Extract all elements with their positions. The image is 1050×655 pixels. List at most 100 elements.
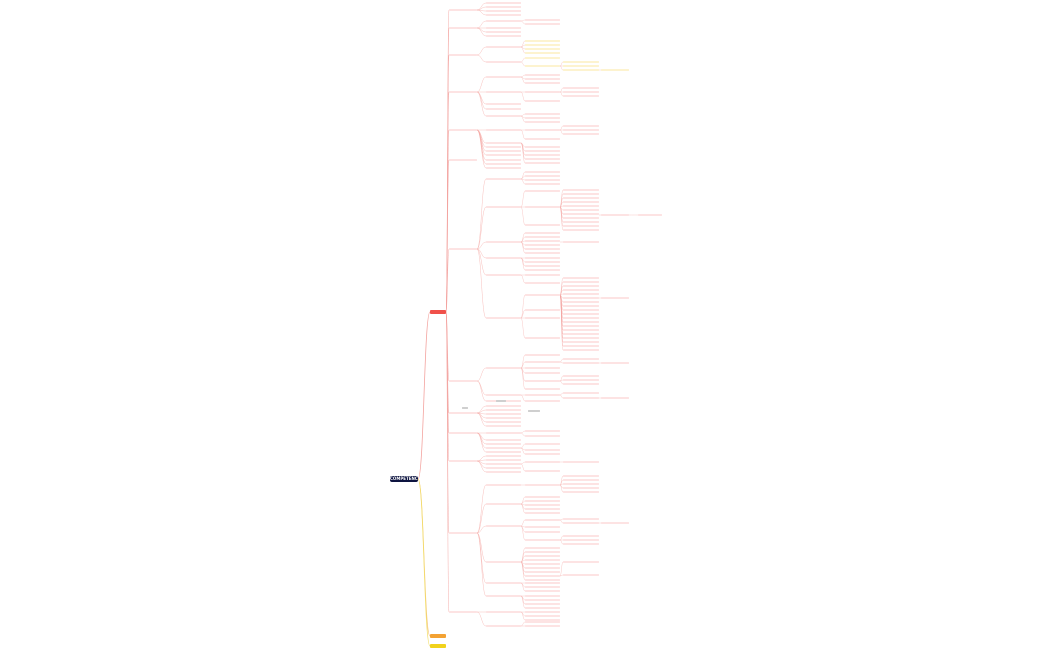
detail-node[interactable] [525, 387, 560, 391]
detail-node[interactable] [525, 503, 560, 507]
detail-node[interactable] [525, 360, 560, 364]
subdetail-node[interactable] [563, 320, 599, 324]
detail-node[interactable] [525, 578, 560, 582]
leaf-node[interactable] [601, 213, 629, 217]
detail-node[interactable] [525, 256, 560, 260]
subdetail-node[interactable] [563, 324, 599, 328]
detail-node[interactable] [525, 495, 560, 499]
subtopic-node[interactable] [486, 256, 521, 260]
subdetail-node[interactable] [563, 212, 599, 216]
subdetail-node[interactable] [563, 361, 599, 365]
subtopic-node[interactable] [486, 412, 521, 416]
subdetail-node[interactable] [563, 344, 599, 348]
detail-node[interactable] [525, 434, 560, 438]
subtopic-node[interactable] [486, 438, 521, 442]
subtopic-node[interactable] [486, 128, 521, 132]
detail-node[interactable] [525, 624, 560, 628]
detail-node[interactable] [525, 157, 560, 161]
subdetail-node[interactable] [563, 304, 599, 308]
detail-node[interactable] [525, 116, 560, 120]
detail-node[interactable] [525, 77, 560, 81]
subdetail-node[interactable] [563, 396, 599, 400]
subtopic-node[interactable] [486, 141, 521, 145]
detail-node[interactable] [525, 223, 560, 227]
subtopic-node[interactable] [486, 424, 521, 428]
subtopic-node[interactable] [486, 149, 521, 153]
detail-node[interactable] [525, 399, 560, 403]
subtopic-node[interactable] [486, 502, 521, 506]
detail-node[interactable] [525, 507, 560, 511]
branch-node-yellow[interactable] [430, 644, 446, 648]
detail-node[interactable] [525, 610, 560, 614]
detail-node[interactable] [525, 189, 560, 193]
detail-node[interactable] [525, 570, 560, 574]
subdetail-node[interactable] [563, 490, 599, 494]
subtopic-node[interactable] [486, 45, 521, 49]
subdetail-node[interactable] [563, 374, 599, 378]
subtopic-node[interactable] [486, 5, 521, 9]
branch-node-orange[interactable] [430, 634, 446, 638]
detail-node[interactable] [525, 268, 560, 272]
subdetail-node[interactable] [563, 538, 599, 542]
detail-node[interactable] [525, 153, 560, 157]
subdetail-node[interactable] [563, 382, 599, 386]
detail-node[interactable] [525, 589, 560, 593]
detail-node[interactable] [525, 525, 560, 529]
detail-node[interactable] [525, 182, 560, 186]
subdetail-node[interactable] [563, 240, 599, 244]
note-node[interactable] [528, 410, 540, 413]
topic-node[interactable] [449, 90, 477, 94]
detail-node[interactable] [525, 99, 560, 103]
detail-node[interactable] [525, 594, 560, 598]
subtopic-node[interactable] [486, 483, 521, 487]
subdetail-node[interactable] [563, 517, 599, 521]
subtopic-node[interactable] [486, 13, 521, 17]
topic-node[interactable] [449, 610, 477, 614]
subdetail-node[interactable] [563, 478, 599, 482]
subtopic-node[interactable] [486, 153, 521, 157]
detail-node[interactable] [525, 260, 560, 264]
subdetail-node[interactable] [563, 68, 599, 72]
subtopic-node[interactable] [486, 408, 521, 412]
subdetail-node[interactable] [563, 460, 599, 464]
subdetail-node[interactable] [563, 328, 599, 332]
leaf-node[interactable] [601, 296, 629, 300]
subtopic-node[interactable] [486, 442, 521, 446]
detail-node[interactable] [525, 442, 560, 446]
subtopic-node[interactable] [486, 416, 521, 420]
detail-node[interactable] [525, 205, 560, 209]
detail-node[interactable] [525, 281, 560, 285]
subtopic-node[interactable] [486, 205, 521, 209]
detail-node[interactable] [525, 64, 560, 68]
subdetail-node[interactable] [563, 60, 599, 64]
leaf-node[interactable] [601, 521, 629, 525]
topic-node[interactable] [449, 379, 477, 383]
topic-node[interactable] [449, 247, 477, 251]
detail-node[interactable] [525, 554, 560, 558]
detail-node[interactable] [525, 251, 560, 255]
leaf-node[interactable] [601, 68, 629, 72]
detail-node[interactable] [525, 371, 560, 375]
detail-node[interactable] [525, 90, 560, 94]
subdetail-node[interactable] [563, 216, 599, 220]
detail-node[interactable] [525, 128, 560, 132]
detail-node[interactable] [525, 243, 560, 247]
detail-node[interactable] [525, 56, 560, 60]
subdetail-node[interactable] [563, 300, 599, 304]
detail-node[interactable] [525, 293, 560, 297]
detail-node[interactable] [525, 574, 560, 578]
subdetail-node[interactable] [563, 90, 599, 94]
subtopic-node[interactable] [486, 431, 521, 435]
detail-node[interactable] [525, 393, 560, 397]
subtopic-node[interactable] [486, 75, 521, 79]
detail-node[interactable] [525, 51, 560, 55]
subtopic-node[interactable] [486, 393, 521, 397]
detail-node[interactable] [525, 22, 560, 26]
subtopic-node[interactable] [486, 177, 521, 181]
detail-node[interactable] [525, 614, 560, 618]
subtopic-node[interactable] [486, 9, 521, 13]
leaf-node[interactable] [601, 361, 629, 365]
leaf-node[interactable] [638, 213, 662, 217]
subtopic-node[interactable] [486, 1, 521, 5]
subdetail-node[interactable] [563, 196, 599, 200]
